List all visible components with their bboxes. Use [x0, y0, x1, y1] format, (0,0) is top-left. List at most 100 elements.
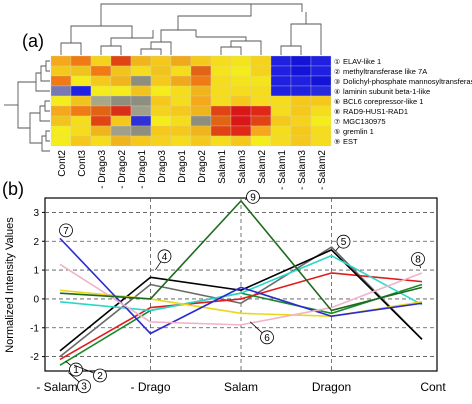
heatmap-cell — [50, 65, 72, 77]
heatmap-cell — [130, 85, 152, 97]
callout-circle — [246, 189, 260, 204]
column-label-list: Cont2 Cont3 - Drago3 - Drago2 - Drago1 Drago3… — [57, 150, 328, 190]
heatmap-cell — [210, 115, 232, 127]
heatmap-cell — [130, 55, 152, 67]
heatmap-cell — [90, 65, 112, 77]
y-axis-title: Normalized Intensity Values — [4, 217, 16, 353]
heatmap-cell — [210, 55, 232, 67]
heatmap-cell — [70, 135, 92, 147]
heatmap-grid — [50, 55, 332, 147]
heatmap-cell — [230, 105, 252, 117]
heatmap-cell — [50, 95, 72, 107]
y-tick-label: -1 — [30, 323, 39, 334]
heatmap-cell — [290, 55, 312, 67]
panel-a-label: (a) — [22, 31, 44, 51]
heatmap-cell — [270, 105, 292, 117]
y-tick-label: 3 — [33, 208, 39, 219]
heatmap-cell — [250, 95, 272, 107]
heatmap-cell — [170, 135, 192, 147]
heatmap-cell — [110, 125, 132, 137]
x-tick-label: Dragon — [312, 380, 351, 394]
gene-label: ELAV-like 1 — [343, 57, 381, 66]
heatmap-cell — [230, 95, 252, 107]
y-tick-label: -2 — [30, 352, 39, 363]
heatmap-cell — [210, 95, 232, 107]
callout-number: 4 — [162, 252, 168, 263]
heatmap-cell — [70, 105, 92, 117]
callout-number: 5 — [341, 237, 347, 248]
callout-number: 2 — [97, 371, 103, 382]
heatmap-cell — [110, 115, 132, 127]
heatmap-cell — [130, 105, 152, 117]
callout-number: 9 — [250, 192, 256, 203]
heatmap-cell — [50, 55, 72, 67]
heatmap-cell — [250, 75, 272, 87]
heatmap-cell — [230, 115, 252, 127]
column-label: Salam1 — [217, 150, 228, 184]
heatmap-cell — [90, 125, 112, 137]
panel-b-label: (b) — [2, 179, 24, 199]
heatmap-cell — [290, 125, 312, 137]
heatmap-cell — [110, 55, 132, 67]
heatmap-cell — [210, 65, 232, 77]
heatmap-cell — [90, 55, 112, 67]
heatmap-cell — [150, 105, 172, 117]
heatmap-cell — [50, 125, 72, 137]
y-tick-label: 1 — [33, 266, 39, 277]
heatmap-cell — [270, 125, 292, 137]
series-line-5 — [59, 254, 423, 312]
heatmap-cell — [70, 65, 92, 77]
gene-number: ⑥ — [334, 98, 340, 106]
heatmap-cell — [110, 105, 132, 117]
x-tick-label: Cont — [420, 380, 446, 394]
callout-circle — [93, 368, 107, 383]
heatmap-cell — [290, 95, 312, 107]
column-label: - Salam3 — [297, 150, 308, 190]
heatmap-cell — [230, 135, 252, 147]
heatmap-cell — [70, 115, 92, 127]
series-line-9 — [59, 200, 423, 312]
heatmap-cell — [310, 135, 332, 147]
heatmap-cell — [110, 65, 132, 77]
heatmap-cell — [190, 65, 212, 77]
heatmap-cell — [170, 85, 192, 97]
gene-label: laminin subunit beta-1-like — [343, 87, 430, 96]
heatmap-cell — [170, 125, 192, 137]
heatmap-cell — [170, 65, 192, 77]
callout-circle — [69, 362, 83, 377]
column-label: - Drago2 — [117, 150, 128, 189]
callout-circle — [336, 234, 351, 249]
callout-circle — [260, 330, 274, 345]
gene-label: RAD9-HUS1-RAD1 — [343, 107, 408, 116]
heatmap-cell — [190, 85, 212, 97]
plot-series-group — [59, 200, 423, 366]
heatmap-cell — [50, 135, 72, 147]
heatmap-cell — [270, 55, 292, 67]
series-line-8 — [59, 263, 423, 326]
heatmap-cell — [190, 55, 212, 67]
heatmap-cell — [290, 115, 312, 127]
heatmap-cell — [130, 65, 152, 77]
gene-label: BCL6 corepressor-like 1 — [343, 97, 423, 106]
heatmap-cell — [250, 85, 272, 97]
heatmap-cell — [310, 125, 332, 137]
column-label: - Drago3 — [97, 150, 108, 189]
gene-label: MGC130975 — [343, 117, 386, 126]
series-line-2 — [59, 272, 423, 361]
callout-circle — [59, 223, 73, 238]
gene-number: ② — [334, 68, 340, 76]
heatmap-cell — [210, 105, 232, 117]
heatmap-cell — [110, 135, 132, 147]
gene-number: ① — [334, 58, 340, 66]
x-tick-label: Salam — [224, 380, 258, 394]
heatmap-cell — [170, 105, 192, 117]
series-line-7 — [59, 237, 423, 335]
heatmap-cell — [230, 125, 252, 137]
heatmap-cell — [290, 85, 312, 97]
gene-number: ⑨ — [334, 138, 340, 146]
heatmap-cell — [90, 95, 112, 107]
heatmap-cell — [150, 55, 172, 67]
y-tick-label: 0 — [33, 294, 39, 305]
